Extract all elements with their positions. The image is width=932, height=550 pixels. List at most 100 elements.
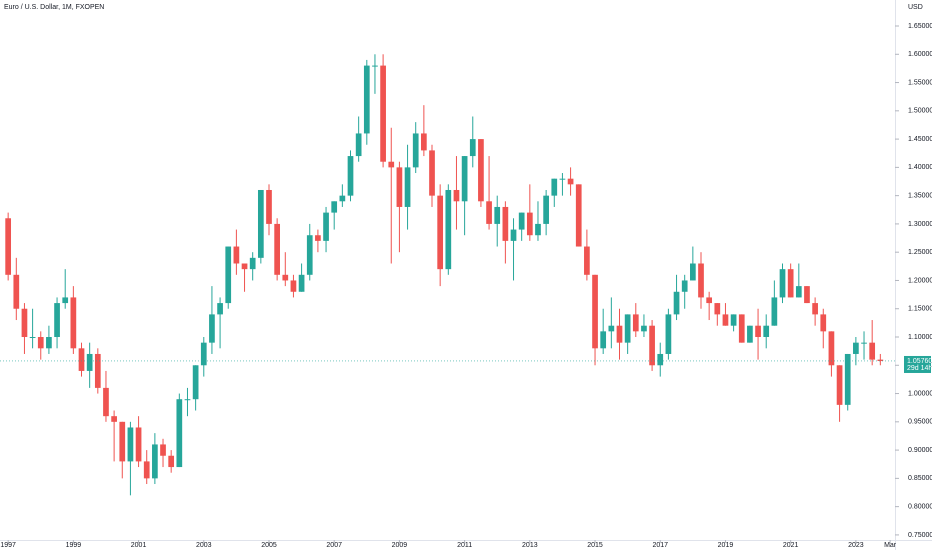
candle-body [298,274,305,292]
y-tick-label: 1.20000 [908,277,932,284]
candle-body [119,421,126,462]
candle-body [13,274,20,309]
candle-body [339,195,346,202]
candle-body [372,65,378,67]
x-tick-label: 2001 [131,542,147,549]
candle-body [347,156,354,196]
x-tick-label: 2013 [522,542,538,549]
candle-body [315,235,321,241]
candle-body [763,325,770,338]
x-tick-label: 2021 [783,542,799,549]
candle-body [217,303,223,315]
candle-body [5,218,12,275]
x-tick-label: 2019 [718,542,734,549]
candle-body [551,178,558,196]
candle-body [877,359,884,361]
x-tick-label: 2015 [587,542,603,549]
candle-body [290,280,297,292]
x-tick-label: 2009 [392,542,408,549]
y-tick-label: 1.40000 [908,164,932,171]
candle-body [820,314,827,332]
x-tick-label: 2007 [326,542,342,549]
x-tick-label: 2023 [848,542,864,549]
candle-body [592,274,598,349]
y-tick-label: 0.95000 [908,419,932,426]
candle-body [160,444,166,456]
candle-body [404,167,411,207]
candle-body [722,314,729,326]
candle-body [46,337,52,349]
candle-body [274,223,280,275]
last-price-badge [904,355,931,373]
candle-body [380,65,386,162]
x-tick-label: 2017 [652,542,668,549]
candle-body [421,133,427,151]
candle-body [396,167,403,207]
candle-body [143,461,150,479]
candle-body [698,263,704,298]
candle-body [233,246,240,264]
candle-body [681,280,688,292]
candle-body [535,223,541,236]
candle-body [363,65,370,134]
candle-body [437,195,444,270]
candle-body [714,303,721,315]
candle-body [323,212,329,241]
candle-body [494,206,501,224]
candle-body [771,297,778,326]
x-tick-label: 1999 [66,542,82,549]
candle-body [461,156,468,202]
x-tick-label: 2005 [261,542,277,549]
candle-body [812,303,818,315]
candle-body [836,365,843,405]
candle-body [559,178,566,180]
candle-body [445,189,452,270]
countdown-label: 29d 14h [907,365,932,372]
candle-body [608,325,615,332]
candle-body [853,342,859,354]
candle-body [135,427,142,462]
candle-body [429,150,435,196]
currency-label: USD [908,4,923,11]
y-tick-label: 0.90000 [908,447,932,454]
y-tick-label: 0.80000 [908,503,932,510]
candle-body [103,387,109,417]
candle-body [518,212,525,230]
y-tick-label: 1.15000 [908,306,932,313]
x-tick-label: Mar [884,542,897,549]
candle-body [510,229,517,241]
candle-body [282,274,289,281]
candle-body [78,348,85,371]
candle-body [502,206,509,241]
candle-body [266,189,272,224]
x-tick-label: 2011 [457,542,472,549]
candle-body [453,189,460,202]
last-price-label: 1.05760 [907,358,932,365]
y-tick-label: 1.60000 [908,51,932,58]
candle-body [747,325,753,343]
candle-body [152,444,158,479]
y-tick-label: 1.65000 [908,23,932,30]
candle-body [249,257,256,270]
candle-body [331,201,338,213]
candle-body [738,314,745,343]
candle-body [412,133,419,168]
candle-body [469,139,476,157]
candle-body [29,337,36,339]
candle-body [567,178,574,185]
candle-body [111,416,117,422]
candle-body [478,139,484,202]
candle-body [176,399,183,468]
candle-body [127,427,134,462]
candle-body [543,195,549,224]
candle-body [225,246,232,304]
candle-body [657,353,664,366]
y-tick-label: 1.35000 [908,192,932,199]
y-tick-label: 0.75000 [908,532,932,539]
candle-body [70,297,77,349]
candle-body [486,201,492,224]
x-tick-label: 1997 [0,542,16,549]
y-tick-label: 1.50000 [908,108,932,115]
